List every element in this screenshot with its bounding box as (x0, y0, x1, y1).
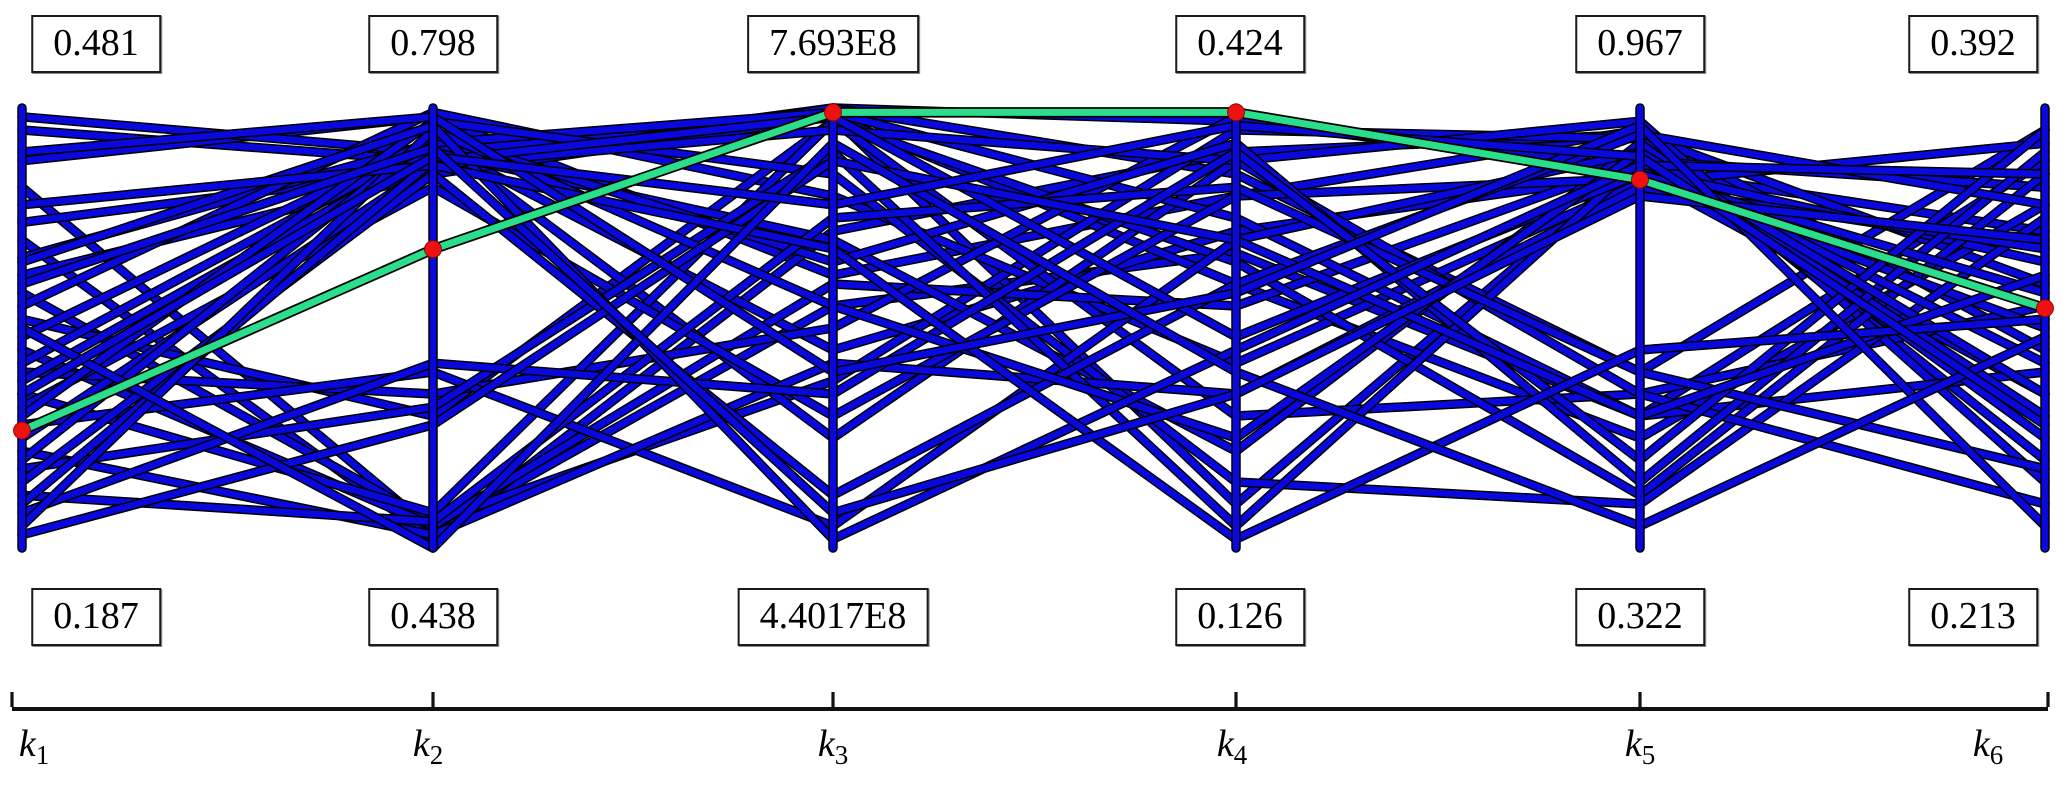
axis-min-value-box-k2: 0.438 (368, 588, 498, 646)
highlight-marker-k3 (824, 103, 842, 122)
axis-min-value-box-k3: 4.4017E8 (737, 588, 929, 646)
highlight-marker-k5 (1631, 170, 1649, 189)
axis-name-letter: k (817, 723, 835, 765)
data-line (18, 122, 2049, 543)
axis-max-value-box-k4: 0.424 (1175, 15, 1305, 73)
axis-name-k4: k4 (1216, 722, 1247, 769)
axis-min-value-box-k1: 0.187 (31, 588, 161, 646)
axis-min-value-box-k5: 0.322 (1575, 588, 1705, 646)
axis-name-k2: k2 (412, 722, 443, 769)
highlight-marker-k1 (13, 421, 31, 440)
axis-name-subscript: 4 (1233, 740, 1248, 770)
axis-max-value-box-k6: 0.392 (1908, 15, 2038, 73)
axis-name-k3: k3 (817, 722, 848, 769)
data-line (18, 126, 2049, 517)
axis-min-value-box-k6: 0.213 (1908, 588, 2038, 646)
data-line (18, 139, 2049, 552)
highlight-marker-k6 (2036, 299, 2054, 318)
axis-name-subscript: 1 (35, 740, 50, 770)
axis-name-letter: k (18, 723, 36, 765)
axis-min-value-box-k4: 0.126 (1175, 588, 1305, 646)
axis-name-letter: k (412, 723, 430, 765)
axis-name-letter: k (1216, 723, 1234, 765)
axis-name-k5: k5 (1624, 722, 1655, 769)
data-line (18, 117, 2049, 517)
axis-max-value-box-k2: 0.798 (368, 15, 498, 73)
axis-name-letter: k (1624, 723, 1642, 765)
highlight-line (18, 108, 2049, 434)
axis-name-subscript: 6 (1989, 740, 2004, 770)
axis-name-subscript: 3 (834, 740, 849, 770)
axis-max-value-box-k3: 7.693E8 (747, 15, 919, 73)
data-line (18, 113, 2049, 530)
highlight-marker-k2 (424, 240, 442, 259)
axis-name-subscript: 5 (1641, 740, 1656, 770)
highlight-marker-k4 (1227, 103, 1245, 122)
axis-name-k6: k6 (1972, 722, 2003, 769)
axis-name-letter: k (1972, 723, 1990, 765)
data-line (18, 126, 2049, 508)
data-line (18, 157, 2049, 539)
axis-name-k1: k1 (18, 722, 49, 769)
axis-max-value-box-k5: 0.967 (1575, 15, 1705, 73)
axis-max-value-box-k1: 0.481 (31, 15, 161, 73)
axis-name-subscript: 2 (429, 740, 444, 770)
